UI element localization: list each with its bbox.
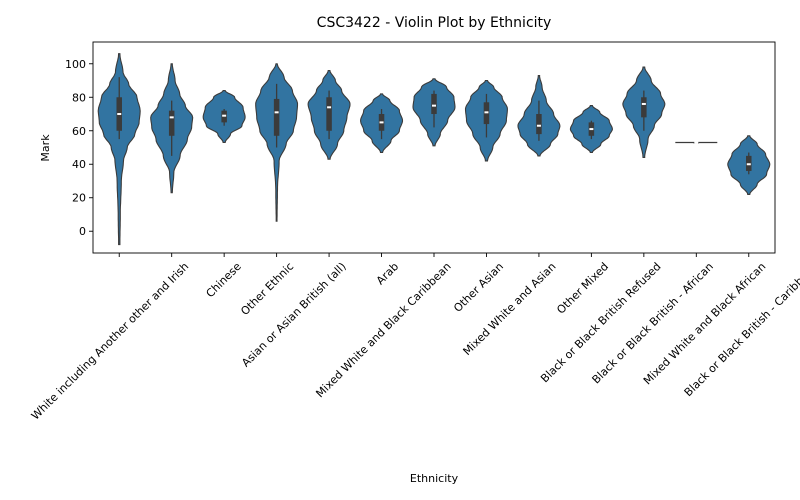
- violin-median: [484, 111, 489, 114]
- violin-median: [379, 121, 384, 124]
- violin-iqr-box: [273, 98, 280, 136]
- y-axis-label: Mark: [39, 134, 52, 162]
- violin-body: [97, 53, 141, 246]
- violin-iqr-box: [641, 97, 647, 118]
- violin-median: [327, 106, 332, 109]
- y-tick-label: 20: [72, 192, 86, 205]
- x-axis-label: Ethnicity: [410, 472, 459, 485]
- violin-iqr-box: [168, 110, 175, 136]
- y-tick-label: 80: [72, 91, 86, 104]
- violin-median: [222, 114, 227, 117]
- violin-median: [117, 113, 122, 116]
- violin-iqr-box: [326, 97, 332, 131]
- violin-iqr-box: [431, 93, 437, 115]
- violin-median: [641, 102, 646, 105]
- violin-group: [97, 53, 771, 246]
- violin-iqr-box: [536, 114, 542, 135]
- y-tick-label: 60: [72, 125, 86, 138]
- violin-median: [274, 111, 279, 114]
- violin-median: [432, 104, 436, 107]
- violin-median: [169, 116, 174, 119]
- violin-median: [589, 128, 594, 131]
- violin-median: [694, 141, 699, 144]
- chart-title: CSC3422 - Violin Plot by Ethnicity: [317, 15, 552, 31]
- violin-median: [536, 124, 541, 127]
- y-axis: 0 20 40 60 80 100: [65, 58, 93, 238]
- y-tick-label: 0: [79, 225, 86, 238]
- y-tick-label: 40: [72, 158, 86, 171]
- violin-median: [746, 163, 751, 166]
- y-tick-label: 100: [65, 58, 86, 71]
